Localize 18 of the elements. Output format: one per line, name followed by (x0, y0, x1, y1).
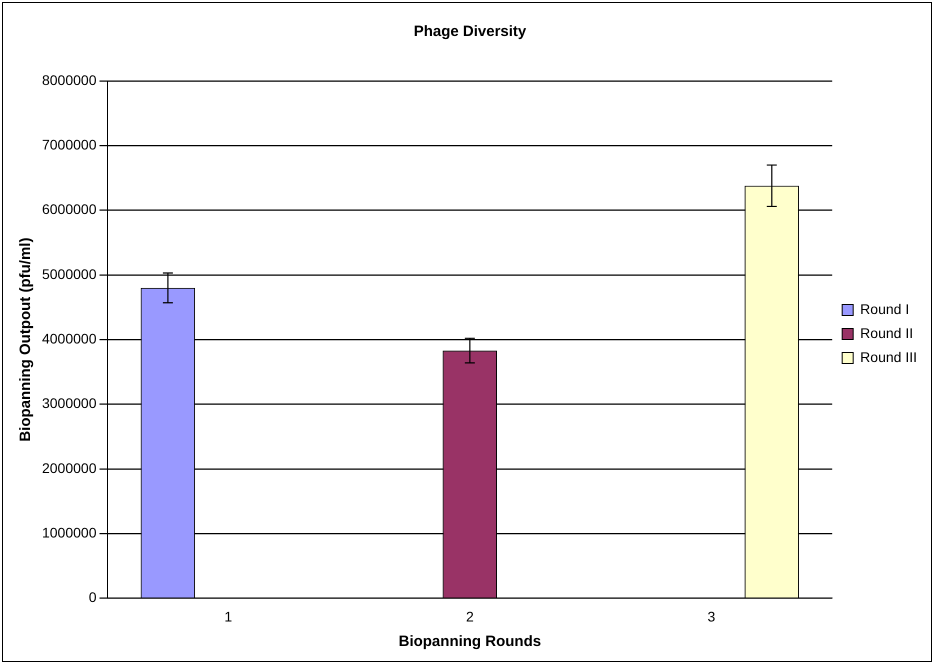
x-tick-label: 2 (466, 608, 474, 624)
y-tick-label: 8000000 (42, 72, 97, 88)
y-tick-label: 3000000 (42, 395, 97, 412)
legend-label: Round III (860, 348, 918, 365)
y-tick-label: 0 (88, 589, 97, 606)
x-tick-label: 3 (708, 608, 716, 624)
x-axis-title: Biopanning Rounds (398, 633, 542, 650)
y-tick-label: 1000000 (42, 524, 97, 540)
y-tick-label: 5000000 (42, 266, 97, 282)
y-tick-label: 6000000 (42, 201, 97, 218)
y-tick-label: 4000000 (42, 330, 97, 346)
legend-label: Round I (860, 300, 910, 317)
chart-title: Phage Diversity (414, 23, 527, 40)
y-axis-title: Biopanning Outpout (pfu/ml) (17, 238, 34, 442)
legend-label: Round II (860, 324, 914, 341)
x-tick-label: 1 (224, 608, 232, 624)
y-tick-label: 2000000 (42, 460, 97, 476)
y-tick-label: 7000000 (42, 136, 97, 153)
